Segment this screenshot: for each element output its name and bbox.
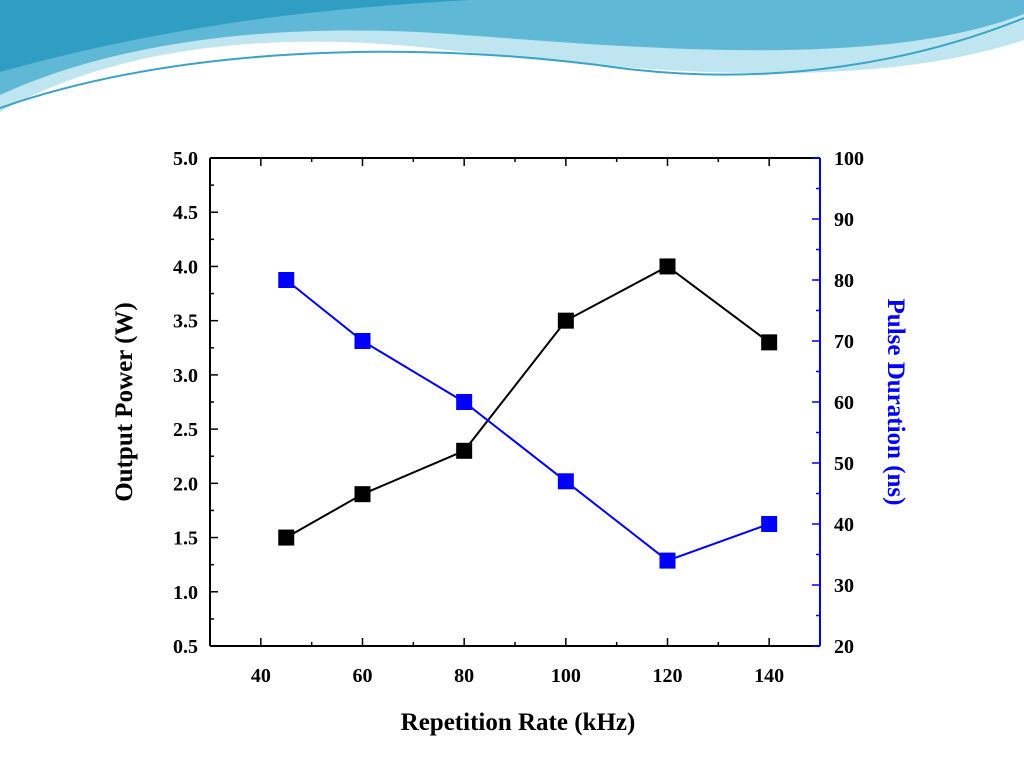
y-tick-label-right: 80 xyxy=(834,270,854,292)
series-1-point xyxy=(355,486,371,502)
x-tick-label: 100 xyxy=(551,665,581,687)
y-tick-label-left: 0.5 xyxy=(173,636,198,658)
series-2-point xyxy=(660,553,676,569)
y-axis-title-right: Pulse Duration (ns) xyxy=(882,299,909,506)
series-1-point xyxy=(456,443,472,459)
x-tick-label: 40 xyxy=(251,665,271,687)
series-2-point xyxy=(761,516,777,532)
series-1-point xyxy=(660,258,676,274)
y-tick-label-left: 1.5 xyxy=(173,528,198,550)
y-tick-label-left: 5.0 xyxy=(173,148,198,170)
plot-background xyxy=(92,132,932,744)
y-tick-label-right: 60 xyxy=(834,392,854,414)
series-2-point xyxy=(278,272,294,288)
y-tick-label-left: 3.5 xyxy=(173,311,198,333)
y-tick-label-right: 100 xyxy=(834,148,864,170)
y-axis-title-left: Output Power (W) xyxy=(111,302,138,502)
x-axis-title: Repetition Rate (kHz) xyxy=(401,709,636,736)
series-1-point xyxy=(278,530,294,546)
x-tick-label: 120 xyxy=(653,665,683,687)
series-2-point xyxy=(355,333,371,349)
y-tick-label-left: 1.0 xyxy=(173,582,198,604)
series-2-point xyxy=(456,394,472,410)
y-tick-label-right: 50 xyxy=(834,453,854,475)
y-tick-label-right: 90 xyxy=(834,209,854,231)
y-tick-label-left: 2.0 xyxy=(173,473,198,495)
y-tick-label-right: 20 xyxy=(834,636,854,658)
y-tick-label-left: 2.5 xyxy=(173,419,198,441)
y-tick-label-right: 40 xyxy=(834,514,854,536)
series-1-point xyxy=(558,313,574,329)
y-tick-label-right: 70 xyxy=(834,331,854,353)
y-tick-label-left: 3.0 xyxy=(173,365,198,387)
y-tick-label-right: 30 xyxy=(834,575,854,597)
y-tick-label-left: 4.0 xyxy=(173,256,198,278)
x-tick-label: 60 xyxy=(353,665,373,687)
series-2-point xyxy=(558,473,574,489)
x-tick-label: 140 xyxy=(754,665,784,687)
x-tick-label: 80 xyxy=(454,665,474,687)
y-tick-label-left: 4.5 xyxy=(173,202,198,224)
series-1-point xyxy=(761,334,777,350)
